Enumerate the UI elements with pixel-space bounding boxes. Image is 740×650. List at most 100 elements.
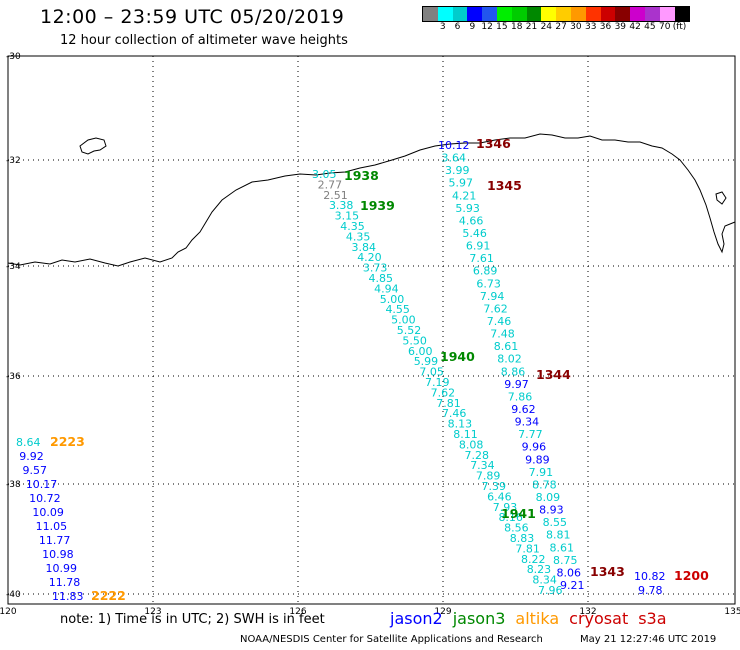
color-swatch xyxy=(674,7,690,21)
wave-height-label: 10.82 xyxy=(634,570,666,583)
satellite-name: cryosat xyxy=(569,609,629,628)
wave-height-label: 8.55 xyxy=(543,516,568,529)
credit-line: NOAA/NESDIS Center for Satellite Applica… xyxy=(240,634,543,645)
wave-height-label: 7.89 xyxy=(476,470,501,483)
wave-height-label: 9.97 xyxy=(504,378,529,391)
page-title: 12:00 – 23:59 UTC 05/20/2019 xyxy=(40,6,345,28)
wave-height-label: 11.77 xyxy=(39,534,70,547)
wave-height-label: 4.20 xyxy=(357,251,382,264)
longitude-tick-label: 120 xyxy=(0,607,17,617)
wave-height-label: 3.73 xyxy=(363,262,388,275)
satellite-name: jason2 xyxy=(390,609,443,628)
wave-height-label: 8.08 xyxy=(459,438,484,451)
wave-height-label: 7.96 xyxy=(538,584,563,597)
longitude-tick-label: 132 xyxy=(579,607,596,617)
wave-height-label: 5.50 xyxy=(402,334,427,347)
wave-height-label: 5.97 xyxy=(448,177,473,190)
color-scale-label: 9 xyxy=(469,22,476,32)
wave-height-label: 10.17 xyxy=(26,478,58,491)
color-swatch xyxy=(600,7,616,21)
wave-height-label: 3.38 xyxy=(329,199,354,212)
wave-height-label: 2.51 xyxy=(323,189,348,202)
wave-height-label: 11.78 xyxy=(49,576,81,589)
wave-height-label: 3.64 xyxy=(441,152,466,165)
wave-height-label: 7.61 xyxy=(469,252,494,265)
color-swatch xyxy=(496,7,512,21)
wave-height-label: 11.05 xyxy=(36,520,68,533)
wave-height-label: 9.92 xyxy=(19,450,44,463)
pass-time-label: 1343 xyxy=(590,564,625,579)
wave-height-label: 6.73 xyxy=(476,277,501,290)
wave-height-label: 6.91 xyxy=(466,240,491,253)
color-scale-bar xyxy=(422,6,691,22)
color-swatch xyxy=(526,7,542,21)
color-swatch xyxy=(570,7,586,21)
pass-time-labels: 1346 1345 1938 1939 1940 1344 1941 1343 1200 2223… xyxy=(50,136,709,603)
color-swatch xyxy=(630,7,645,21)
wave-height-label: 8.56 xyxy=(504,522,528,535)
color-scale-label: 18 xyxy=(510,22,523,32)
coastline-island xyxy=(79,137,107,155)
wave-height-label: 6.00 xyxy=(408,345,433,358)
satellite-name: s3a xyxy=(638,609,667,628)
wave-height-label: 8.16 xyxy=(498,511,523,524)
longitude-tick-label: 123 xyxy=(144,607,161,617)
color-scale-label: 3 xyxy=(439,22,446,32)
color-swatch xyxy=(659,7,675,21)
wave-height-label: 7.62 xyxy=(483,302,508,315)
wave-height-label: 7.28 xyxy=(465,449,490,462)
satellite-legend: jason2 jason3 altika cryosat s3a xyxy=(390,609,677,628)
wave-height-label: 10.98 xyxy=(42,548,74,561)
wave-height-label: 7.05 xyxy=(419,366,444,379)
pass-time-label: 1941 xyxy=(501,506,536,521)
wave-height-label: 7.94 xyxy=(480,290,505,303)
wave-height-label: 9.34 xyxy=(515,416,540,429)
color-swatch xyxy=(585,7,601,21)
wave-height-label: 5.46 xyxy=(462,227,487,240)
color-swatch xyxy=(423,7,438,21)
track-c-labels: 8.649.929.5710.1710.7210.0911.0511.7710.… xyxy=(16,436,84,603)
wave-height-label: 8.34 xyxy=(532,574,557,587)
color-scale-label: (ft) xyxy=(672,22,687,32)
color-scale-label: 30 xyxy=(570,22,582,32)
wave-height-label: 7.81 xyxy=(515,542,540,555)
wave-height-label: 4.94 xyxy=(374,282,399,295)
color-scale-label: 15 xyxy=(496,22,508,32)
pass-time-label: 1938 xyxy=(344,168,379,183)
color-swatch xyxy=(556,7,571,21)
wave-height-label: 7.48 xyxy=(490,328,515,341)
satellite-name: jason3 xyxy=(452,609,506,628)
wave-height-label: 7.93 xyxy=(493,501,518,514)
wave-height-label: 8.61 xyxy=(550,541,575,554)
wave-height-label: 9.21 xyxy=(560,579,585,592)
wave-height-label: 5.99 xyxy=(414,355,439,368)
wave-height-label: 9.78 xyxy=(638,584,663,597)
wave-height-label: 9.57 xyxy=(23,464,48,477)
color-swatch xyxy=(541,7,557,21)
color-scale-label: 70 xyxy=(658,22,671,32)
wave-height-label: 8.61 xyxy=(494,340,519,353)
wave-height-label: 8.02 xyxy=(497,353,522,366)
coastline-main xyxy=(7,133,736,267)
color-scale-label: 33 xyxy=(584,22,597,32)
page-subtitle: 12 hour collection of altimeter wave hei… xyxy=(60,33,348,48)
wave-height-label: 7.86 xyxy=(508,390,533,403)
latitude-tick-label: -34 xyxy=(6,262,21,272)
wave-height-label: 9.62 xyxy=(511,403,536,416)
pass-time-label: 1940 xyxy=(440,349,475,364)
longitude-tick-label: 135 xyxy=(724,607,740,617)
color-scale-label: 27 xyxy=(555,22,567,32)
color-swatch xyxy=(467,7,483,21)
wave-height-label: 8.93 xyxy=(539,504,564,517)
color-scale-label: 36 xyxy=(599,22,612,32)
color-scale-label: 6 xyxy=(454,22,461,32)
wave-height-label: 7.39 xyxy=(482,480,507,493)
graticule xyxy=(8,56,735,604)
color-scale-label: 21 xyxy=(525,22,538,32)
satellite-name: altika xyxy=(515,609,560,628)
latitude-tick-label: -38 xyxy=(6,480,21,490)
wave-height-label: 7.46 xyxy=(442,407,467,420)
wave-height-label: 8.22 xyxy=(521,553,546,566)
pass-time-label: 2222 xyxy=(91,588,126,603)
map-frame xyxy=(7,55,736,605)
